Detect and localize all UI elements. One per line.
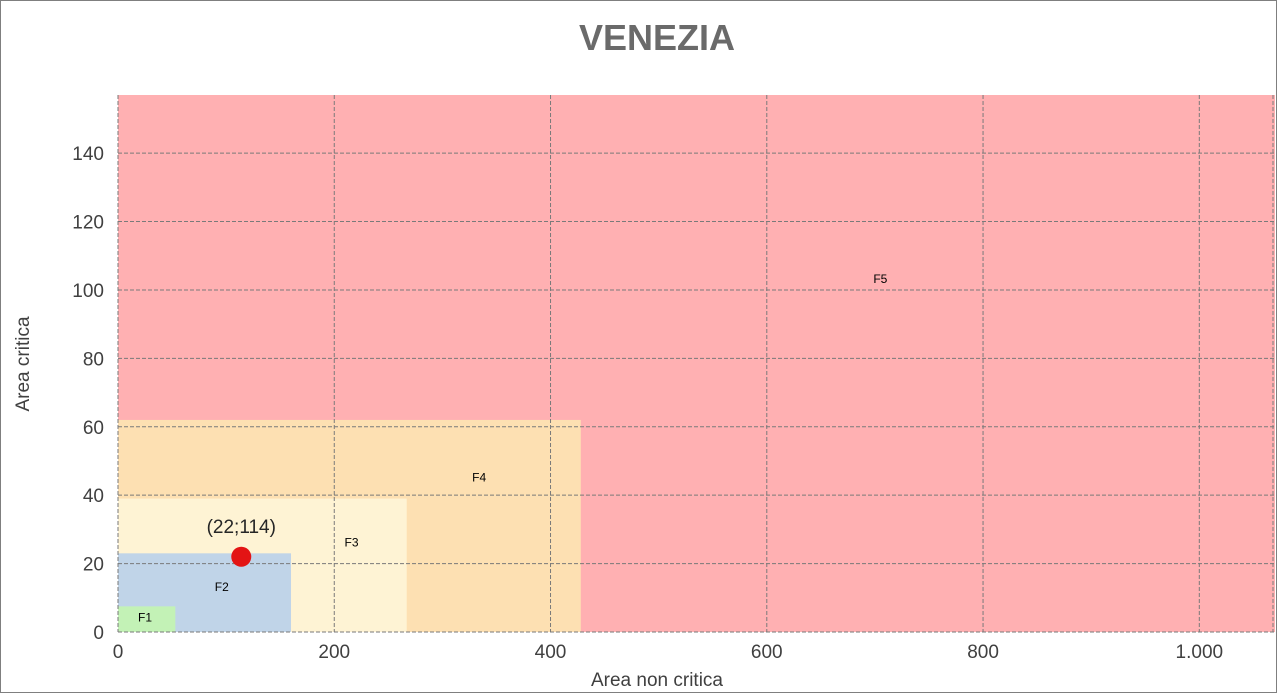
y-tick-layer: 0 20 40 60 80 100 120 140 <box>72 144 104 644</box>
y-axis-label: Area critica <box>13 316 34 411</box>
y-tick-label: 120 <box>72 213 104 234</box>
y-tick-label: 0 <box>93 623 104 644</box>
zone-f1 <box>118 606 176 632</box>
zone-label-f2: F2 <box>215 580 229 594</box>
y-tick-label: 140 <box>72 144 104 165</box>
x-tick-label: 1.000 <box>1176 642 1224 663</box>
x-tick-label: 600 <box>751 642 783 663</box>
zone-label-layer: F5 F4 F3 F2 F1 <box>138 272 888 625</box>
y-tick-label: 40 <box>83 486 104 507</box>
x-tick-label: 800 <box>967 642 999 663</box>
data-point-label: (22;114) <box>207 517 276 538</box>
data-point <box>231 546 252 567</box>
zone-label-f3: F3 <box>345 535 359 549</box>
y-tick-label: 60 <box>83 418 104 439</box>
x-axis-label: Area non critica <box>591 670 723 691</box>
chart-title: VENEZIA <box>579 17 735 58</box>
zone-label-f5: F5 <box>873 272 887 286</box>
y-tick-label: 80 <box>83 349 104 370</box>
x-tick-label: 0 <box>113 642 124 663</box>
y-tick-label: 20 <box>83 555 104 576</box>
x-tick-label: 400 <box>535 642 567 663</box>
x-tick-label: 200 <box>318 642 350 663</box>
zone-label-f4: F4 <box>472 471 486 485</box>
y-tick-label: 100 <box>72 281 104 302</box>
zone-label-f1: F1 <box>138 611 152 625</box>
x-tick-layer: 0 200 400 600 800 1.000 <box>113 642 1223 663</box>
zone-layer <box>118 95 1275 632</box>
grid-layer <box>117 95 1275 633</box>
point-layer: (22;114) <box>207 517 276 567</box>
